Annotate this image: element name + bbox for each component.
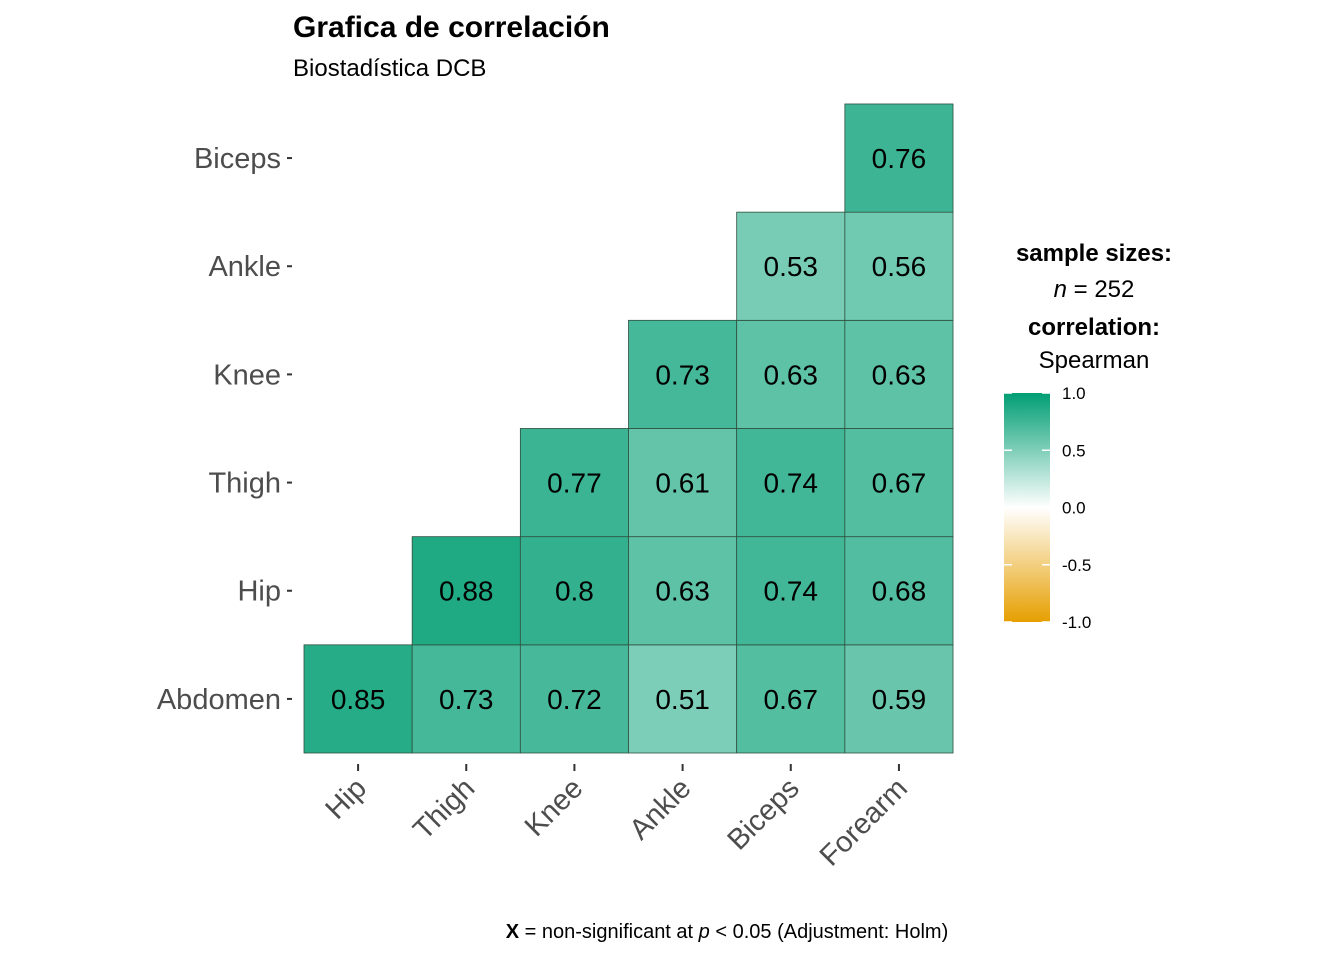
heatmap-cell	[844, 319, 954, 429]
cell-value-label: 0.63	[655, 576, 710, 607]
y-tick-label: Knee	[213, 359, 281, 391]
y-tick-label: Biceps	[194, 143, 281, 175]
heatmap-cell	[519, 536, 629, 646]
heatmap-cell	[628, 319, 738, 429]
cell-value-label: 0.8	[555, 576, 594, 607]
caption-p-symbol: p	[698, 921, 710, 943]
heatmap-cell	[844, 428, 954, 538]
legend-correlation-method: Spearman	[1039, 347, 1150, 374]
heatmap-cell	[303, 644, 413, 754]
legend-sample-size: n = 252	[1054, 276, 1135, 303]
cell-value-label: 0.85	[331, 684, 386, 715]
cell-value-label: 0.74	[764, 468, 819, 499]
heatmap-cell	[628, 644, 738, 754]
colorbar-tick-label: -0.5	[1062, 556, 1091, 575]
legend-n-value: = 252	[1067, 276, 1134, 303]
y-tick-label: Ankle	[208, 251, 281, 283]
legend-correlation-label: correlation:	[1028, 314, 1160, 341]
heatmap-cell	[844, 103, 954, 213]
cell-value-label: 0.67	[872, 468, 927, 499]
cell-value-label: 0.63	[764, 359, 819, 390]
cell-value-label: 0.68	[872, 576, 927, 607]
legend-sample-sizes-label: sample sizes:	[1016, 240, 1172, 267]
caption-symbol: X	[506, 921, 520, 943]
x-axis: Hip Thigh Knee Ankle Biceps Forearm	[320, 764, 914, 872]
cell-value-label: 0.56	[872, 251, 927, 282]
heatmap-cell	[736, 211, 846, 321]
cell-value-label: 0.67	[764, 684, 819, 715]
y-axis: Abdomen Hip Thigh Knee Ankle Biceps	[157, 143, 292, 716]
caption-text-2: < 0.05 (Adjustment: Holm)	[710, 921, 948, 943]
x-tick-label: Knee	[519, 772, 590, 843]
cell-value-label: 0.73	[655, 359, 710, 390]
heatmap-cell	[628, 536, 738, 646]
x-tick-label: Thigh	[407, 772, 481, 846]
caption: X = non-significant at p < 0.05 (Adjustm…	[506, 921, 948, 943]
colorbar-tick-label: 0.5	[1062, 441, 1086, 460]
x-tick-label: Forearm	[814, 772, 914, 872]
cell-value-label: 0.59	[872, 684, 927, 715]
x-tick-label: Hip	[320, 772, 373, 825]
heatmap-cell	[844, 211, 954, 321]
cell-value-label: 0.77	[547, 468, 602, 499]
heatmap-cell	[411, 536, 521, 646]
y-tick-label: Thigh	[208, 468, 281, 500]
cell-value-label: 0.51	[655, 684, 710, 715]
colorbar-tick-label: -1.0	[1062, 613, 1091, 632]
cell-value-label: 0.72	[547, 684, 602, 715]
chart-title: Grafica de correlación	[293, 11, 610, 44]
cell-value-label: 0.53	[764, 251, 819, 282]
chart-subtitle: Biostadística DCB	[293, 55, 486, 82]
colorbar-tick-label: 0.0	[1062, 499, 1086, 518]
legend-n-symbol: n	[1054, 276, 1067, 303]
heatmap-cell	[844, 644, 954, 754]
heatmap-cell	[411, 644, 521, 754]
colorbar-tick-label: 1.0	[1062, 384, 1086, 403]
heatmap-cell	[844, 536, 954, 646]
heatmap-cell	[736, 319, 846, 429]
x-tick-label: Biceps	[722, 772, 806, 856]
heatmap-cell	[736, 644, 846, 754]
heatmap-cells: 0.85 0.73 0.72 0.51 0.67 0.59 0.88 0.8 0.63 0.74 0…	[303, 103, 954, 754]
caption-text-1: = non-significant at	[519, 921, 699, 943]
heatmap-cell	[736, 536, 846, 646]
legend: sample sizes: n = 252 correlation: Spear…	[1004, 240, 1172, 632]
heatmap-cell	[628, 428, 738, 538]
cell-value-label: 0.61	[655, 468, 710, 499]
y-tick-label: Abdomen	[157, 684, 281, 716]
heatmap-cell	[519, 428, 629, 538]
cell-value-label: 0.76	[872, 143, 927, 174]
cell-value-label: 0.73	[439, 684, 494, 715]
colorbar-ticks: 1.0 0.5 0.0 -0.5 -1.0	[1004, 384, 1091, 632]
x-tick-label: Ankle	[624, 772, 698, 846]
cell-value-label: 0.88	[439, 576, 494, 607]
cell-value-label: 0.63	[872, 359, 927, 390]
y-tick-label: Hip	[237, 576, 281, 608]
cell-value-label: 0.74	[764, 576, 819, 607]
